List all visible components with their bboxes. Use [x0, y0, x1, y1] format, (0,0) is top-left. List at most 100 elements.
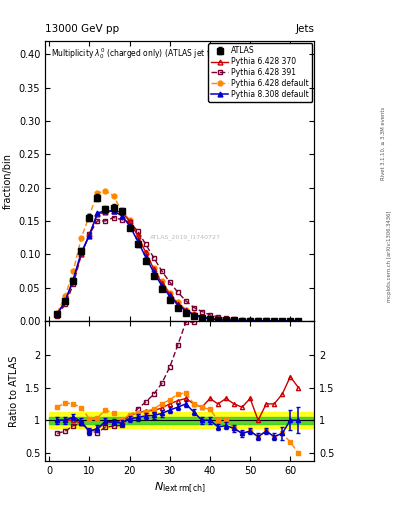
- Pythia 8.308 default: [191, 312, 196, 318]
- Pythia 6.428 370: [232, 317, 237, 323]
- X-axis label: $N_{\mathrm{lext\,rm[ch]}}$: $N_{\mathrm{lext\,rm[ch]}}$: [154, 481, 206, 496]
- Pythia 6.428 370: [296, 318, 301, 324]
- Pythia 8.308 default: [143, 254, 148, 260]
- Pythia 8.308 default: [248, 317, 252, 324]
- Pythia 6.428 370: [159, 280, 164, 286]
- Pythia 6.428 default: [151, 265, 156, 271]
- Pythia 8.308 default: [208, 316, 212, 322]
- Pythia 6.428 default: [103, 188, 108, 194]
- Pythia 8.308 default: [111, 208, 116, 214]
- Pythia 8.308 default: [103, 208, 108, 214]
- Pythia 6.428 370: [200, 314, 204, 320]
- Pythia 6.428 default: [71, 268, 76, 274]
- Pythia 6.428 default: [63, 292, 68, 298]
- Pythia 6.428 391: [119, 217, 124, 223]
- Pythia 6.428 default: [256, 317, 261, 324]
- Pythia 6.428 391: [272, 317, 277, 324]
- Pythia 8.308 default: [216, 316, 220, 323]
- Pythia 6.428 391: [191, 305, 196, 311]
- Pythia 6.428 default: [272, 318, 277, 324]
- Text: ATLAS_2019_I1740727: ATLAS_2019_I1740727: [150, 234, 221, 240]
- Pythia 6.428 391: [103, 218, 108, 224]
- Pythia 6.428 default: [175, 299, 180, 305]
- Pythia 8.308 default: [167, 293, 172, 300]
- Pythia 6.428 391: [240, 316, 244, 323]
- Pythia 6.428 370: [288, 318, 293, 324]
- Pythia 6.428 391: [224, 315, 228, 321]
- Pythia 6.428 default: [264, 318, 268, 324]
- Pythia 6.428 391: [280, 317, 285, 324]
- Pythia 6.428 391: [248, 317, 252, 323]
- Pythia 6.428 391: [232, 316, 237, 322]
- Pythia 6.428 391: [167, 279, 172, 285]
- Pythia 6.428 391: [71, 281, 76, 287]
- Pythia 8.308 default: [224, 317, 228, 323]
- Pythia 6.428 391: [95, 218, 100, 224]
- Pythia 6.428 default: [248, 317, 252, 324]
- Pythia 8.308 default: [175, 302, 180, 308]
- Pythia 6.428 370: [208, 315, 212, 321]
- Pythia 8.308 default: [272, 318, 277, 324]
- Pythia 6.428 default: [224, 317, 228, 323]
- Line: Pythia 6.428 370: Pythia 6.428 370: [55, 208, 301, 323]
- Pythia 8.308 default: [127, 223, 132, 229]
- Pythia 6.428 370: [127, 218, 132, 224]
- Pythia 8.308 default: [135, 238, 140, 244]
- Pythia 6.428 default: [240, 317, 244, 324]
- Pythia 6.428 default: [216, 316, 220, 323]
- Pythia 6.428 370: [79, 251, 84, 258]
- Pythia 8.308 default: [63, 298, 68, 304]
- Pythia 6.428 391: [288, 317, 293, 324]
- Pythia 6.428 370: [55, 311, 60, 317]
- Pythia 6.428 391: [216, 314, 220, 320]
- Pythia 8.308 default: [256, 317, 261, 324]
- Pythia 6.428 370: [167, 291, 172, 297]
- Pythia 6.428 370: [103, 209, 108, 216]
- Pythia 6.428 391: [127, 219, 132, 225]
- Pythia 6.428 370: [191, 311, 196, 317]
- Y-axis label: fraction/bin: fraction/bin: [3, 153, 13, 209]
- Pythia 6.428 default: [184, 307, 188, 313]
- Pythia 6.428 default: [200, 314, 204, 320]
- Pythia 8.308 default: [151, 269, 156, 275]
- Pythia 6.428 370: [111, 208, 116, 214]
- Pythia 6.428 default: [288, 318, 293, 324]
- Pythia 6.428 391: [63, 301, 68, 307]
- Pythia 6.428 370: [151, 266, 156, 272]
- Pythia 6.428 391: [184, 298, 188, 304]
- Line: Pythia 8.308 default: Pythia 8.308 default: [55, 208, 301, 323]
- Pythia 6.428 391: [208, 312, 212, 318]
- Pythia 8.308 default: [119, 212, 124, 219]
- Text: 13000 GeV pp: 13000 GeV pp: [45, 24, 119, 34]
- Pythia 8.308 default: [184, 308, 188, 314]
- Pythia 6.428 391: [296, 317, 301, 324]
- Pythia 6.428 default: [79, 234, 84, 241]
- Pythia 6.428 default: [208, 315, 212, 322]
- Pythia 8.308 default: [71, 276, 76, 282]
- Pythia 8.308 default: [296, 318, 301, 324]
- Pythia 6.428 391: [87, 231, 92, 237]
- Pythia 8.308 default: [232, 317, 237, 324]
- Pythia 6.428 370: [264, 317, 268, 324]
- Pythia 6.428 370: [143, 249, 148, 255]
- Pythia 6.428 391: [264, 317, 268, 324]
- Pythia 6.428 391: [143, 241, 148, 247]
- Pythia 8.308 default: [240, 317, 244, 324]
- Pythia 6.428 370: [95, 211, 100, 217]
- Pythia 6.428 370: [248, 317, 252, 324]
- Pythia 6.428 391: [55, 312, 60, 318]
- Pythia 6.428 391: [159, 268, 164, 274]
- Pythia 8.308 default: [280, 318, 285, 324]
- Pythia 6.428 391: [175, 289, 180, 295]
- Pythia 6.428 370: [240, 317, 244, 324]
- Pythia 6.428 default: [280, 318, 285, 324]
- Line: Pythia 6.428 391: Pythia 6.428 391: [55, 215, 301, 323]
- Pythia 6.428 391: [151, 254, 156, 261]
- Pythia 6.428 default: [167, 290, 172, 296]
- Pythia 6.428 370: [63, 298, 68, 304]
- Pythia 6.428 370: [87, 231, 92, 237]
- Pythia 6.428 370: [71, 278, 76, 284]
- Pythia 6.428 370: [184, 307, 188, 313]
- Pythia 8.308 default: [87, 232, 92, 239]
- Pythia 6.428 default: [55, 310, 60, 316]
